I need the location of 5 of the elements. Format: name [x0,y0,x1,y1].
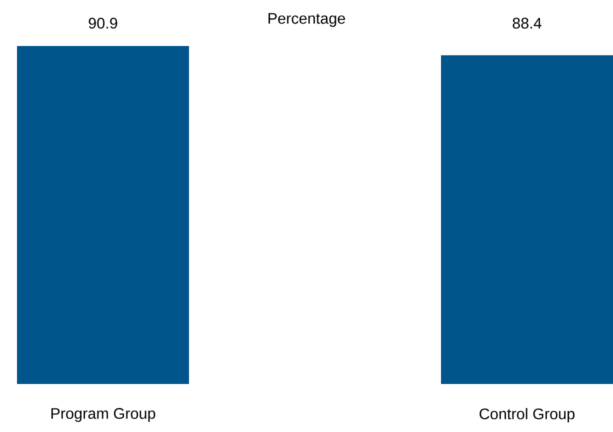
chart-title: Percentage [268,13,346,27]
x-tick-label: Program Group [51,408,156,422]
data-label: 90.9 [88,18,118,29]
x-tick-label: Control Group [480,408,574,422]
data-label: 88.4 [512,18,542,29]
